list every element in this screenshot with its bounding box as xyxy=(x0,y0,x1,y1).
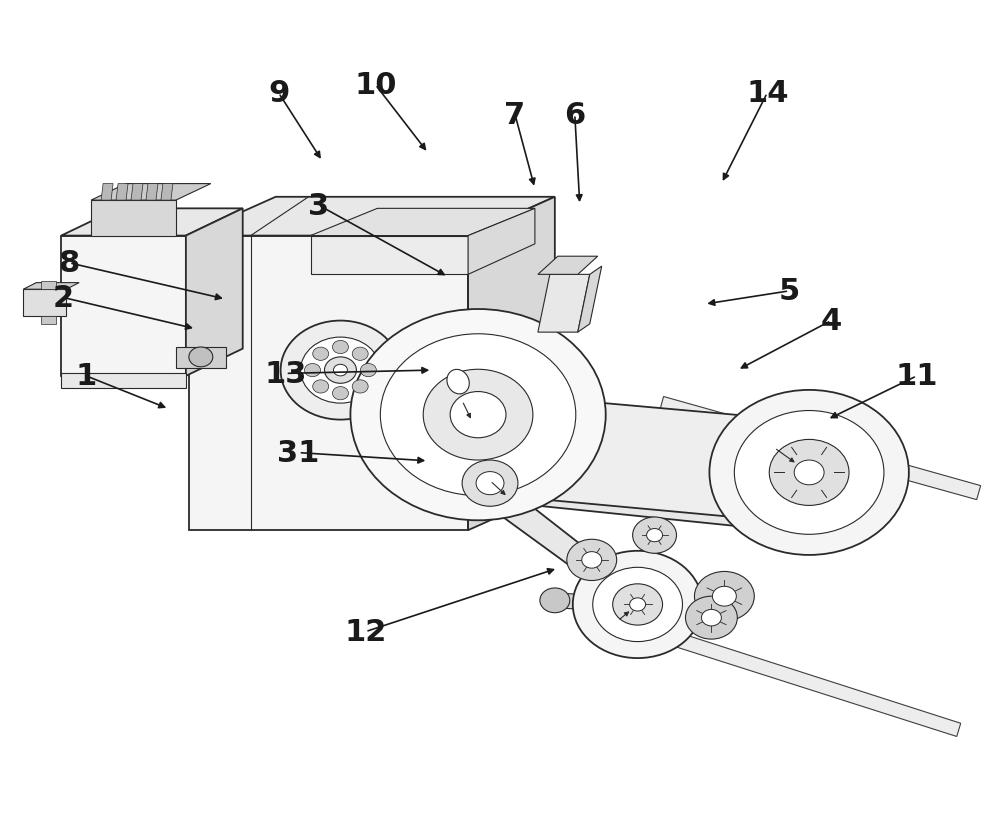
Circle shape xyxy=(332,341,348,354)
Circle shape xyxy=(593,567,682,642)
Polygon shape xyxy=(161,184,173,201)
Polygon shape xyxy=(41,316,56,324)
Text: 11: 11 xyxy=(896,362,938,391)
Polygon shape xyxy=(538,257,598,275)
Polygon shape xyxy=(41,282,56,290)
Circle shape xyxy=(462,461,518,507)
Text: 1: 1 xyxy=(76,362,97,391)
Polygon shape xyxy=(595,607,961,737)
Text: 10: 10 xyxy=(354,71,397,100)
Polygon shape xyxy=(23,290,66,316)
Circle shape xyxy=(423,370,533,461)
Text: 13: 13 xyxy=(264,360,307,389)
Polygon shape xyxy=(462,488,658,605)
Text: 4: 4 xyxy=(820,307,842,336)
Polygon shape xyxy=(468,209,535,275)
Circle shape xyxy=(313,347,329,361)
Polygon shape xyxy=(116,184,128,201)
Circle shape xyxy=(352,380,368,394)
Circle shape xyxy=(301,337,380,404)
Polygon shape xyxy=(91,184,211,201)
Circle shape xyxy=(647,529,663,542)
Circle shape xyxy=(709,390,909,555)
Polygon shape xyxy=(189,237,468,531)
Polygon shape xyxy=(538,275,590,332)
Circle shape xyxy=(360,364,376,377)
Text: 9: 9 xyxy=(268,79,289,108)
Circle shape xyxy=(333,365,347,376)
Polygon shape xyxy=(660,397,981,500)
Circle shape xyxy=(540,588,570,613)
Text: 6: 6 xyxy=(564,101,585,130)
Circle shape xyxy=(350,309,606,521)
Circle shape xyxy=(573,551,702,658)
Circle shape xyxy=(712,586,736,606)
Circle shape xyxy=(476,472,504,495)
Polygon shape xyxy=(189,198,555,237)
Text: 7: 7 xyxy=(504,101,526,130)
Circle shape xyxy=(582,552,602,568)
Circle shape xyxy=(769,440,849,506)
Polygon shape xyxy=(518,397,827,525)
Circle shape xyxy=(734,411,884,535)
Circle shape xyxy=(685,596,737,639)
Circle shape xyxy=(380,334,576,496)
Circle shape xyxy=(313,380,329,394)
Polygon shape xyxy=(23,284,79,290)
Circle shape xyxy=(630,598,646,611)
Circle shape xyxy=(324,357,356,384)
Polygon shape xyxy=(176,347,226,368)
Text: 2: 2 xyxy=(53,284,74,313)
Polygon shape xyxy=(468,198,555,531)
Circle shape xyxy=(794,461,824,485)
Polygon shape xyxy=(61,374,186,389)
Polygon shape xyxy=(311,237,468,275)
Polygon shape xyxy=(91,201,176,237)
Circle shape xyxy=(189,347,213,367)
Text: 3: 3 xyxy=(308,191,329,220)
Text: 5: 5 xyxy=(779,277,800,306)
Circle shape xyxy=(332,387,348,400)
Circle shape xyxy=(281,321,400,420)
Ellipse shape xyxy=(447,370,469,394)
Polygon shape xyxy=(186,209,243,376)
Polygon shape xyxy=(510,481,809,533)
Polygon shape xyxy=(131,184,143,201)
Polygon shape xyxy=(311,209,535,237)
Circle shape xyxy=(633,518,677,553)
Polygon shape xyxy=(101,184,113,201)
Text: 8: 8 xyxy=(59,249,80,278)
Text: 12: 12 xyxy=(344,618,387,647)
Polygon shape xyxy=(146,184,158,201)
Polygon shape xyxy=(555,593,612,611)
Circle shape xyxy=(450,392,506,438)
Circle shape xyxy=(613,584,663,625)
Circle shape xyxy=(352,339,388,369)
Circle shape xyxy=(694,571,754,621)
Text: 31: 31 xyxy=(277,438,320,467)
Circle shape xyxy=(305,364,320,377)
Polygon shape xyxy=(61,209,243,237)
Polygon shape xyxy=(578,267,602,332)
Circle shape xyxy=(352,347,368,361)
Polygon shape xyxy=(61,237,186,376)
Circle shape xyxy=(701,609,721,626)
Text: 14: 14 xyxy=(746,79,789,108)
Circle shape xyxy=(567,539,617,581)
